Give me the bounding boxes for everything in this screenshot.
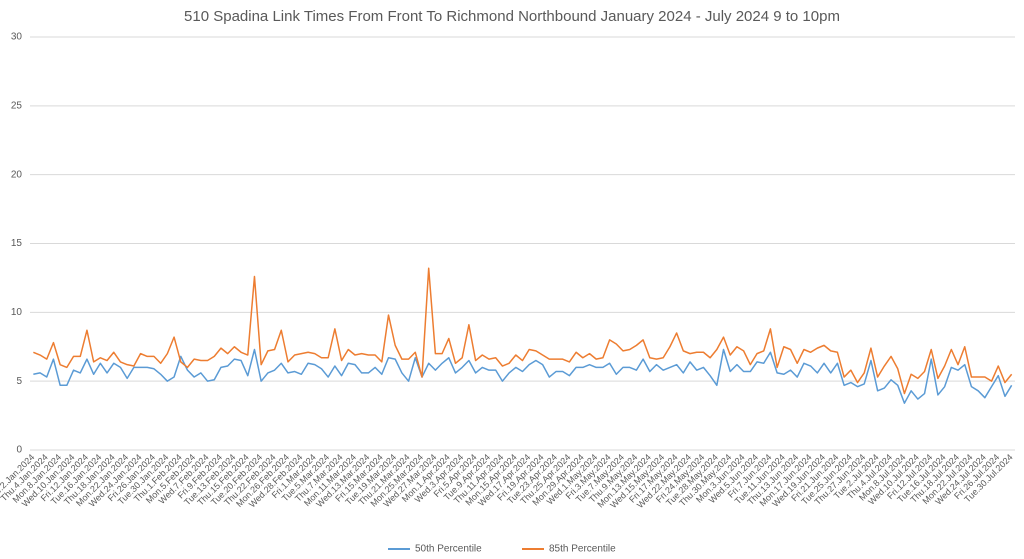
y-tick-label: 30: [11, 32, 23, 43]
chart-title: 510 Spadina Link Times From Front To Ric…: [184, 8, 840, 25]
y-tick-label: 10: [11, 307, 23, 318]
legend-label: 85th Percentile: [549, 544, 616, 555]
series-line: [33, 267, 1013, 395]
y-tick-label: 20: [11, 169, 23, 180]
series-line: [33, 348, 1013, 404]
y-tick-label: 15: [11, 238, 23, 249]
y-tick-label: 0: [16, 445, 22, 456]
y-tick-label: 5: [16, 376, 22, 387]
y-tick-label: 25: [11, 100, 23, 111]
legend-label: 50th Percentile: [415, 544, 482, 555]
